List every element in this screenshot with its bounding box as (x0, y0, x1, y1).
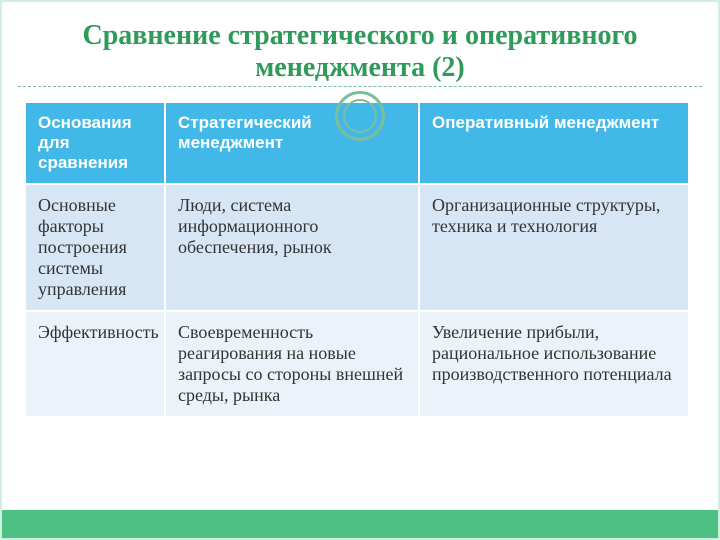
slide: Сравнение стратегического и оперативного… (0, 0, 720, 540)
table-cell: Основные факторы построения системы упра… (25, 184, 165, 311)
table-row: Основные факторы построения системы упра… (25, 184, 689, 311)
table-cell: Увеличение прибыли, рациональное использ… (419, 311, 689, 417)
title-divider (18, 86, 702, 87)
table-row: Эффективность Своевременность реагирован… (25, 311, 689, 417)
table-cell: Своевременность реагирования на новые за… (165, 311, 419, 417)
ring-decoration (335, 91, 385, 141)
comparison-table: Основания для сравнения Стратегический м… (24, 101, 690, 418)
footer-bar (2, 510, 718, 538)
table-header-cell: Оперативный менеджмент (419, 102, 689, 184)
table-cell: Эффективность (25, 311, 165, 417)
table-cell: Организационные структуры, техника и тех… (419, 184, 689, 311)
table-header-cell: Основания для сравнения (25, 102, 165, 184)
table-cell: Люди, система информационного обеспечени… (165, 184, 419, 311)
slide-title: Сравнение стратегического и оперативного… (12, 20, 708, 84)
